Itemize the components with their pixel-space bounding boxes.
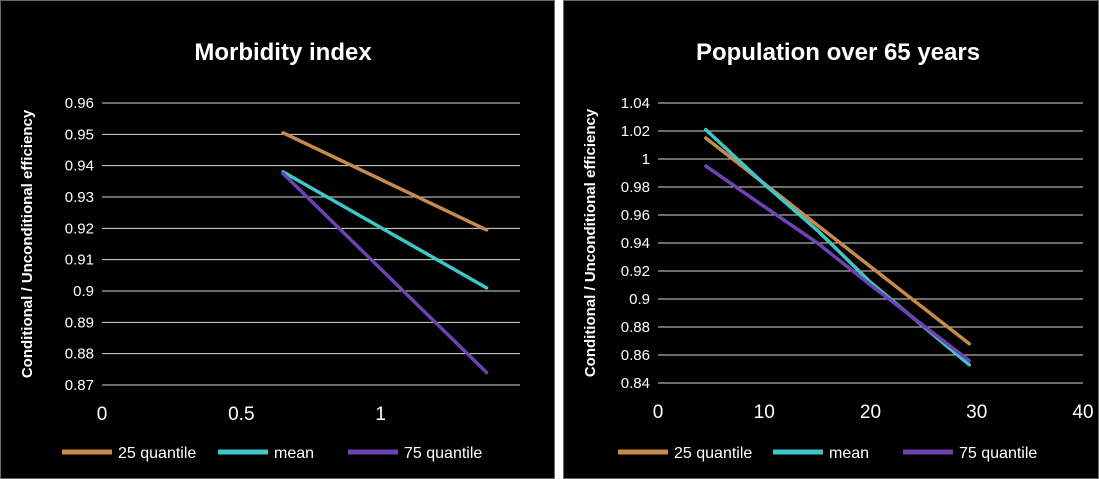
x-tick-label: 30: [966, 402, 987, 423]
y-tick-label: 1.04: [621, 95, 650, 112]
legend-label: 75 quantile: [959, 445, 1037, 462]
y-tick-label: 0.92: [621, 263, 650, 280]
series-line-75-quantile: [704, 164, 972, 363]
x-tick-label: 10: [754, 402, 775, 423]
y-tick-label: 0.92: [65, 220, 94, 237]
y-axis-label: Conditional / Unconditional efficiency: [19, 109, 36, 378]
legend-label: mean: [274, 445, 314, 462]
y-tick-label: 0.93: [65, 189, 94, 206]
y-tick-label: 0.91: [65, 252, 94, 269]
y-tick-label: 0.94: [65, 158, 94, 175]
chart-morbidity-index: Morbidity index0.960.950.940.930.920.910…: [19, 39, 520, 462]
y-tick-label: 0.95: [65, 126, 94, 143]
x-tick-label: 20: [860, 402, 881, 423]
y-axis-label: Conditional / Unconditional efficiency: [582, 108, 599, 377]
y-tick-label: 0.94: [621, 235, 650, 252]
chart-panel-population: Population over 65 years 1.04 1.02 1 0.98 0.9…: [563, 0, 1099, 479]
y-tick-label: 0.96: [621, 207, 650, 224]
y-tick-label: 0.96: [65, 95, 94, 112]
legend-label: mean: [829, 445, 869, 462]
y-tick-label: 0.84: [621, 375, 650, 392]
chart-title: Morbidity index: [194, 39, 372, 66]
x-tick-label: 0: [653, 402, 664, 423]
legend-label: 25 quantile: [118, 445, 196, 462]
y-tick-label: 0.86: [621, 347, 650, 364]
y-tick-label: 0.88: [65, 346, 94, 363]
y-tick-label: 0.9: [73, 283, 94, 300]
legend-label: 25 quantile: [674, 445, 752, 462]
series-line-75-quantile: [281, 171, 489, 375]
chart-population-over-65: Population over 65 years 1.04 1.02 1 0.98 0.9…: [582, 39, 1094, 462]
x-tick-label: 0: [97, 404, 108, 425]
y-tick-label: 1.02: [621, 123, 650, 140]
y-tick-label: 0.87: [65, 377, 94, 394]
x-tick-label: 40: [1072, 402, 1093, 423]
chart-title: Population over 65 years: [696, 39, 980, 66]
series-line-mean: [281, 170, 489, 290]
series-line-25-quantile: [281, 131, 489, 232]
y-tick-label: 0.98: [621, 179, 650, 196]
y-tick-label: 0.9: [629, 291, 650, 308]
x-tick-label: 1: [375, 404, 386, 425]
y-tick-label: 1: [642, 151, 650, 168]
chart-panel-morbidity: Morbidity index 0.96 0.95 0.94 0.93 0.92 0.91 0…: [0, 0, 555, 479]
y-tick-label: 0.89: [65, 314, 94, 331]
legend-label: 75 quantile: [404, 445, 482, 462]
x-tick-label: 0.5: [228, 404, 254, 425]
y-tick-label: 0.88: [621, 319, 650, 336]
